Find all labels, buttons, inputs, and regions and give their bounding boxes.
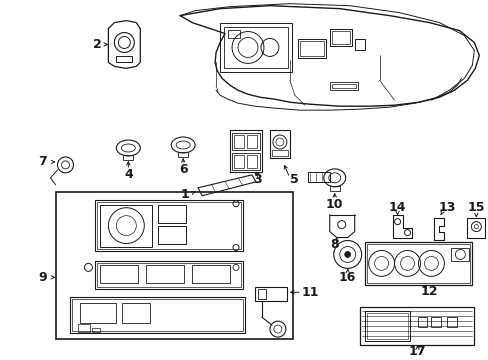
Bar — [232, 153, 260, 170]
Bar — [100, 265, 138, 283]
Text: 17: 17 — [408, 345, 426, 357]
Bar — [81, 303, 116, 323]
Bar — [92, 328, 100, 332]
Text: 3: 3 — [253, 173, 262, 186]
Text: 2: 2 — [93, 38, 102, 51]
Bar — [123, 155, 133, 160]
Bar — [158, 205, 186, 222]
Bar — [232, 133, 260, 150]
Bar — [100, 205, 152, 247]
Bar — [329, 28, 351, 46]
Text: 7: 7 — [38, 156, 47, 168]
Bar — [366, 243, 469, 283]
Bar — [224, 27, 287, 68]
Text: 16: 16 — [338, 271, 356, 284]
Text: 11: 11 — [301, 286, 318, 299]
Text: 15: 15 — [467, 201, 484, 214]
Bar — [97, 202, 241, 249]
Text: 8: 8 — [330, 238, 338, 251]
Bar — [467, 218, 484, 238]
Bar — [178, 152, 188, 157]
Bar — [146, 265, 184, 283]
Bar — [97, 264, 241, 287]
Bar — [329, 82, 357, 90]
Bar — [246, 155, 256, 168]
Bar — [269, 130, 289, 158]
Bar — [234, 155, 244, 168]
Bar — [70, 297, 244, 333]
Bar — [307, 172, 329, 182]
Bar — [258, 289, 265, 299]
Bar — [229, 130, 262, 172]
Bar — [331, 84, 355, 88]
Text: 14: 14 — [388, 201, 406, 214]
Bar — [364, 311, 408, 341]
Text: 6: 6 — [179, 163, 187, 176]
Bar — [430, 317, 441, 327]
Text: 4: 4 — [123, 168, 132, 181]
Text: 5: 5 — [290, 173, 299, 186]
Bar — [297, 39, 325, 58]
Text: 9: 9 — [38, 271, 47, 284]
Bar — [271, 150, 287, 156]
Bar — [95, 200, 243, 252]
Bar — [234, 135, 244, 148]
Bar — [246, 135, 256, 148]
Bar — [78, 324, 90, 332]
Text: 10: 10 — [325, 198, 343, 211]
Bar — [329, 186, 339, 191]
Bar — [254, 287, 286, 301]
Bar — [56, 192, 292, 339]
Bar — [95, 261, 243, 289]
Text: 12: 12 — [420, 285, 437, 298]
Bar — [72, 299, 243, 331]
Bar — [364, 242, 471, 285]
Bar — [447, 317, 456, 327]
Bar — [192, 265, 229, 283]
Bar — [227, 30, 240, 37]
Bar — [417, 317, 427, 327]
Bar — [450, 248, 468, 261]
Bar — [299, 41, 323, 57]
Bar — [122, 303, 150, 323]
Bar — [158, 226, 186, 243]
Bar — [366, 313, 407, 339]
Circle shape — [344, 252, 350, 257]
Bar — [354, 39, 364, 50]
Bar — [331, 31, 349, 45]
Bar — [359, 307, 473, 345]
Bar — [220, 23, 291, 72]
Bar — [116, 57, 132, 62]
Text: 13: 13 — [438, 201, 455, 214]
Text: 1: 1 — [181, 188, 189, 201]
